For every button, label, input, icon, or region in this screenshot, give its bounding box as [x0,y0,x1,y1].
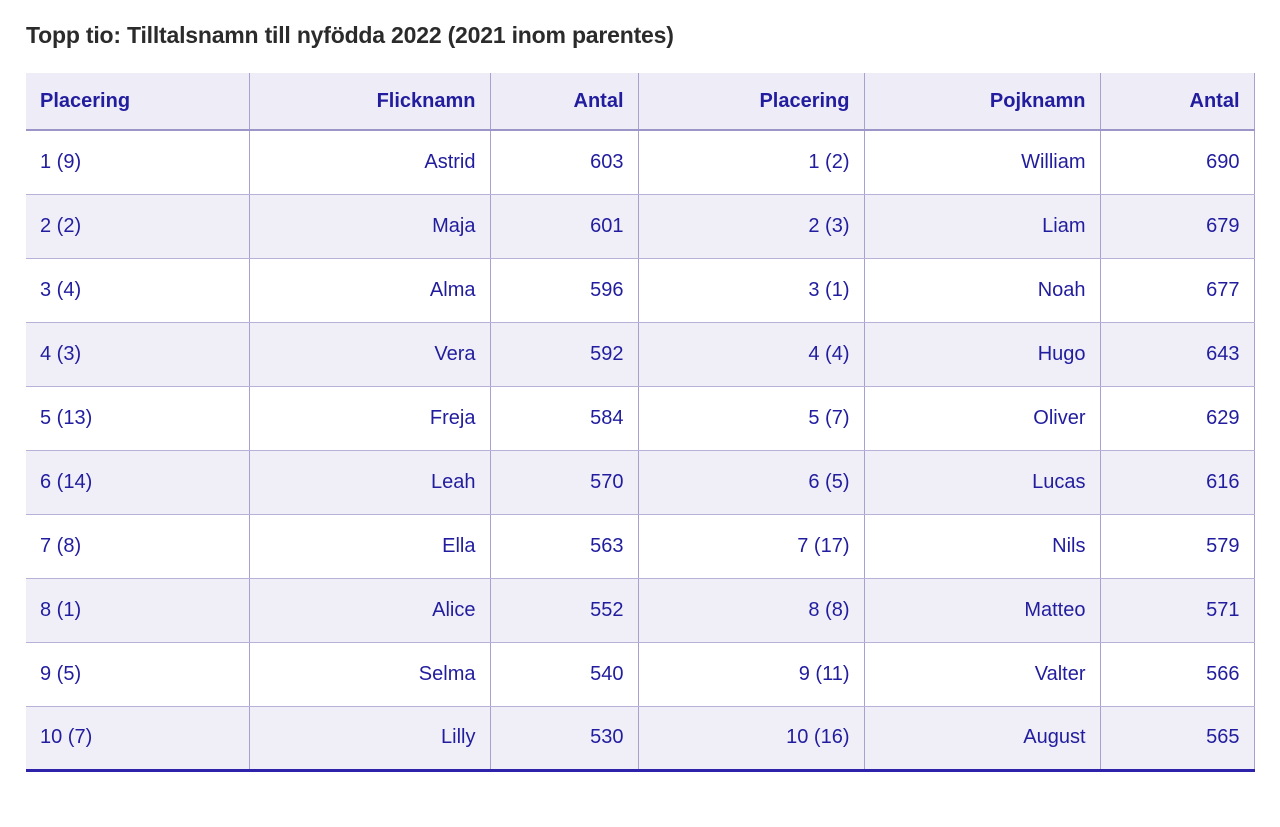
cell-antal-girls: 570 [490,450,639,515]
cell-placering-girls: 2 (2) [26,194,250,259]
cell-antal-boys: 616 [1100,450,1255,515]
cell-placering-boys: 8 (8) [638,578,865,643]
cell-pojknamn: Oliver [864,386,1101,451]
cell-placering-girls: 9 (5) [26,642,250,707]
cell-pojknamn: Noah [864,258,1101,323]
table-body: 1 (9) Astrid 603 1 (2) William 690 2 (2) Maja 60… [26,130,1255,772]
col-header-antal-girls: Antal [490,73,639,131]
page: Topp tio: Tilltalsnamn till nyfödda 2022… [26,22,1255,772]
table-row: 6 (14) Leah 570 6 (5) Lucas 616 [26,450,1255,515]
page-title: Topp tio: Tilltalsnamn till nyfödda 2022… [26,22,674,48]
table-row: 5 (13) Freja 584 5 (7) Oliver 629 [26,386,1255,451]
cell-antal-girls: 563 [490,514,639,579]
cell-placering-boys: 4 (4) [638,322,865,387]
table-row: 4 (3) Vera 592 4 (4) Hugo 643 [26,322,1255,387]
cell-pojknamn: Liam [864,194,1101,259]
cell-antal-boys: 571 [1100,578,1255,643]
cell-flicknamn: Ella [249,514,491,579]
table-row: 8 (1) Alice 552 8 (8) Matteo 571 [26,578,1255,643]
col-header-flicknamn: Flicknamn [249,73,491,131]
cell-pojknamn: Matteo [864,578,1101,643]
col-header-antal-boys: Antal [1100,73,1255,131]
cell-antal-boys: 677 [1100,258,1255,323]
cell-antal-girls: 584 [490,386,639,451]
cell-placering-boys: 3 (1) [638,258,865,323]
cell-placering-girls: 10 (7) [26,706,250,772]
table-row: 3 (4) Alma 596 3 (1) Noah 677 [26,258,1255,323]
cell-pojknamn: William [864,130,1101,195]
col-header-placering-boys: Placering [638,73,865,131]
cell-placering-boys: 10 (16) [638,706,865,772]
cell-antal-girls: 530 [490,706,639,772]
cell-pojknamn: August [864,706,1101,772]
cell-placering-girls: 4 (3) [26,322,250,387]
cell-pojknamn: Hugo [864,322,1101,387]
cell-antal-boys: 643 [1100,322,1255,387]
cell-flicknamn: Vera [249,322,491,387]
cell-placering-boys: 7 (17) [638,514,865,579]
table-header-row: Placering Flicknamn Antal Placering Pojk… [26,73,1255,131]
col-header-pojknamn: Pojknamn [864,73,1101,131]
cell-antal-girls: 552 [490,578,639,643]
cell-flicknamn: Alma [249,258,491,323]
table-row: 9 (5) Selma 540 9 (11) Valter 566 [26,642,1255,707]
cell-placering-girls: 5 (13) [26,386,250,451]
cell-placering-boys: 6 (5) [638,450,865,515]
cell-antal-girls: 540 [490,642,639,707]
cell-antal-boys: 679 [1100,194,1255,259]
cell-antal-girls: 603 [490,130,639,195]
cell-placering-boys: 9 (11) [638,642,865,707]
cell-placering-girls: 7 (8) [26,514,250,579]
names-table: Placering Flicknamn Antal Placering Pojk… [26,73,1255,772]
col-header-placering-girls: Placering [26,73,250,131]
cell-placering-boys: 1 (2) [638,130,865,195]
cell-placering-girls: 6 (14) [26,450,250,515]
cell-antal-girls: 601 [490,194,639,259]
cell-flicknamn: Astrid [249,130,491,195]
cell-pojknamn: Valter [864,642,1101,707]
cell-placering-girls: 8 (1) [26,578,250,643]
cell-antal-girls: 596 [490,258,639,323]
cell-antal-boys: 565 [1100,706,1255,772]
cell-flicknamn: Freja [249,386,491,451]
cell-antal-boys: 579 [1100,514,1255,579]
table-row: 2 (2) Maja 601 2 (3) Liam 679 [26,194,1255,259]
cell-placering-girls: 3 (4) [26,258,250,323]
cell-placering-boys: 5 (7) [638,386,865,451]
cell-antal-girls: 592 [490,322,639,387]
cell-placering-boys: 2 (3) [638,194,865,259]
table-row: 1 (9) Astrid 603 1 (2) William 690 [26,130,1255,195]
cell-placering-girls: 1 (9) [26,130,250,195]
cell-flicknamn: Lilly [249,706,491,772]
cell-flicknamn: Leah [249,450,491,515]
cell-flicknamn: Selma [249,642,491,707]
table-row: 7 (8) Ella 563 7 (17) Nils 579 [26,514,1255,579]
cell-antal-boys: 566 [1100,642,1255,707]
cell-pojknamn: Lucas [864,450,1101,515]
cell-antal-boys: 629 [1100,386,1255,451]
cell-flicknamn: Maja [249,194,491,259]
table-row: 10 (7) Lilly 530 10 (16) August 565 [26,706,1255,772]
cell-pojknamn: Nils [864,514,1101,579]
cell-antal-boys: 690 [1100,130,1255,195]
cell-flicknamn: Alice [249,578,491,643]
